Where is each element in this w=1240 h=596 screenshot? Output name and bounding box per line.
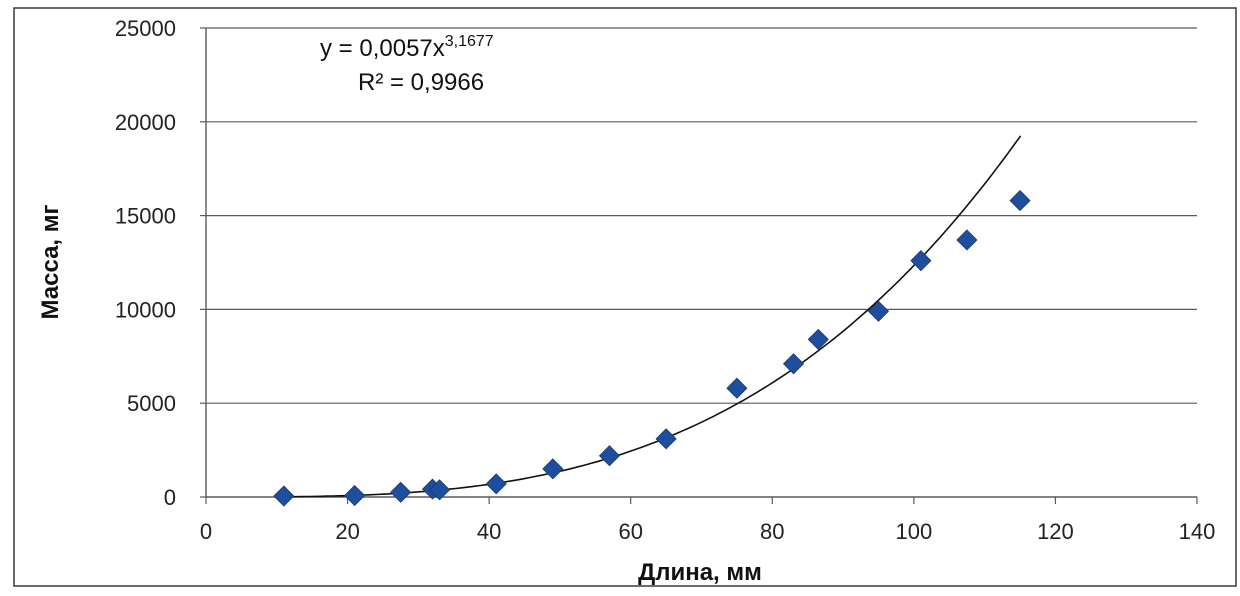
x-tick-label: 40: [477, 519, 501, 544]
data-points: [273, 190, 1031, 507]
data-point: [273, 485, 295, 507]
data-point: [485, 473, 507, 495]
y-axis-title: Масса, мг: [37, 204, 64, 319]
data-point: [910, 250, 932, 272]
y-tick-label: 25000: [115, 16, 176, 41]
data-point: [782, 353, 805, 375]
x-axis-title: Длина, мм: [638, 559, 762, 586]
x-tick-label: 80: [760, 519, 784, 544]
x-tick-label: 0: [200, 519, 212, 544]
data-point: [598, 445, 621, 467]
data-point: [429, 479, 451, 501]
data-point: [956, 229, 978, 251]
data-point: [344, 484, 366, 507]
chart-border: [13, 7, 1237, 587]
trendline-equation: y = 0,0057x3,1677: [320, 33, 494, 62]
equation-exponent: 3,1677: [445, 33, 494, 50]
x-tick-label: 20: [335, 519, 359, 544]
gridlines: [206, 27, 1197, 404]
data-point: [807, 328, 829, 350]
data-point: [1009, 190, 1031, 212]
y-tick-label: 20000: [115, 110, 176, 135]
y-tick-label: 10000: [115, 297, 176, 322]
axes: 0 5000 10000 15000 20000 25000 0 20 40 60 80 100 120…: [115, 16, 1216, 544]
r-squared-label: R² = 0,9966: [358, 69, 484, 96]
x-tick-label: 140: [1179, 519, 1216, 544]
x-tick-label: 60: [618, 519, 642, 544]
y-tick-label: 15000: [115, 204, 176, 229]
data-point: [542, 458, 564, 480]
x-tick-label: 120: [1037, 519, 1074, 544]
x-tick-label: 100: [895, 519, 932, 544]
data-point: [655, 428, 677, 450]
y-tick-label: 5000: [127, 391, 176, 416]
y-tick-label: 0: [164, 485, 176, 510]
data-point: [867, 300, 890, 322]
data-point: [390, 481, 412, 503]
data-point: [726, 377, 748, 399]
